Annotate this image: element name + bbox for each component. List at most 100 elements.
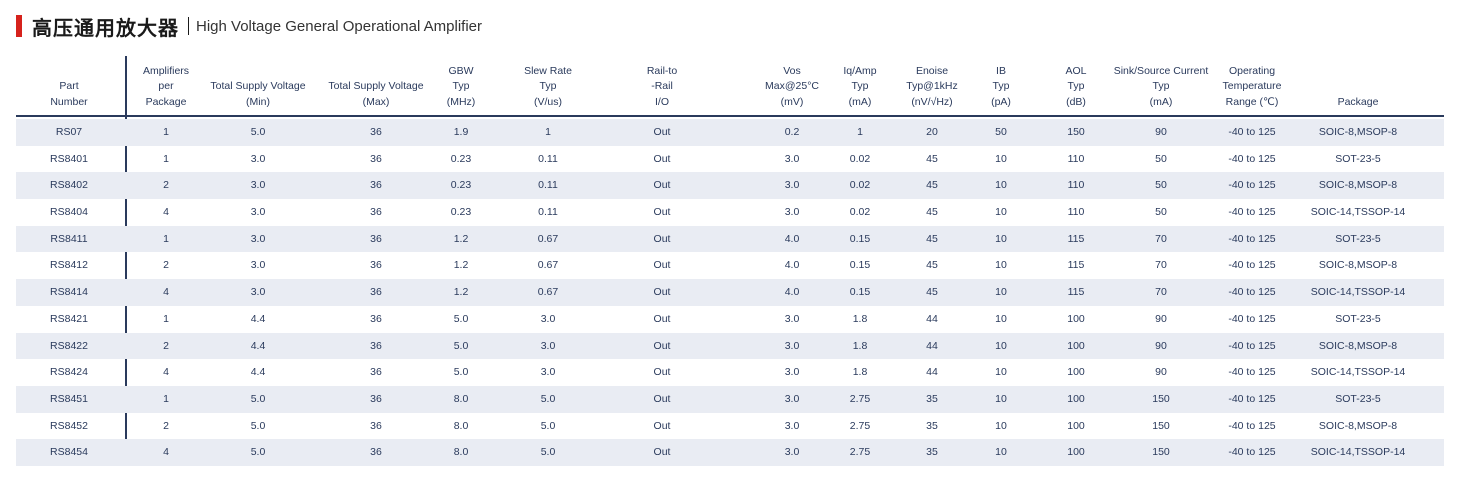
cell-vmin: 4.4	[250, 312, 266, 325]
cell-pkg: SOIC-14,TSSOP-14	[1310, 286, 1406, 299]
table-row: RS8454 4 5.0 36 8.0 5.0 Out 3.0 2.75 35 10 100 150 -4…	[16, 439, 1444, 466]
cell-vos: 4.0	[784, 286, 800, 299]
cell-vos: 4.0	[784, 259, 800, 272]
cell-rail: Out	[653, 392, 671, 405]
cell-rail: Out	[653, 286, 671, 299]
cell-ib: 10	[995, 366, 1007, 379]
cell-enoise: 45	[926, 206, 938, 219]
cell-enoise: 45	[926, 286, 938, 299]
cell-part: RS8424	[50, 366, 88, 379]
cell-vos: 3.0	[784, 392, 800, 405]
cell-vos: 4.0	[784, 232, 800, 245]
cell-vos: 3.0	[784, 312, 800, 325]
cell-part: RS8401	[50, 152, 88, 165]
cell-aol: 100	[1067, 312, 1085, 325]
cell-gbw: 1.2	[453, 259, 469, 272]
column-header-line: Typ	[1067, 80, 1085, 92]
cell-rail: Out	[653, 446, 671, 459]
cell-ib: 50	[995, 126, 1007, 138]
column-header-temp: Operating Temperature Range (℃)	[1212, 56, 1292, 110]
cell-ib: 10	[995, 259, 1007, 272]
column-header-slew: Slew Rate Typ (V/us)	[508, 56, 588, 110]
column-header-line: Typ	[539, 80, 557, 92]
cell-ib: 10	[995, 312, 1007, 325]
cell-gbw: 0.23	[450, 206, 472, 219]
column-header-line: Rail-to	[646, 64, 678, 77]
column-header-gbw: GBW Typ (MHz)	[431, 56, 491, 110]
cell-vmin: 3.0	[250, 286, 266, 299]
cell-temp: -40 to 125	[1228, 206, 1276, 219]
cell-ib: 10	[995, 286, 1007, 299]
cell-part: RS8414	[50, 286, 88, 299]
cell-part: RS8402	[50, 179, 88, 192]
cell-enoise: 45	[926, 179, 938, 192]
cell-temp: -40 to 125	[1228, 259, 1276, 272]
column-header-line: Operating	[1228, 64, 1276, 77]
cell-vmax: 36	[370, 286, 382, 299]
cell-ib: 10	[995, 206, 1007, 219]
column-header-line: (mA)	[1149, 95, 1173, 108]
cell-aol: 100	[1067, 392, 1085, 405]
cell-amps: 4	[163, 206, 169, 219]
cell-aol: 115	[1067, 259, 1085, 272]
page-title: 高压通用放大器 High Voltage General Operational…	[16, 14, 482, 40]
cell-gbw: 5.0	[453, 366, 469, 379]
cell-ib: 10	[995, 152, 1007, 165]
cell-temp: -40 to 125	[1228, 286, 1276, 299]
column-header-line: Iq/Amp	[843, 64, 877, 77]
column-header-line: Typ	[1152, 80, 1170, 92]
cell-amps: 1	[163, 312, 169, 325]
cell-vmax: 36	[370, 339, 382, 352]
cell-amps: 4	[163, 286, 169, 299]
cell-rail: Out	[653, 152, 671, 165]
cell-vos: 3.0	[784, 152, 800, 165]
cell-vos: 3.0	[784, 366, 800, 379]
cell-temp: -40 to 125	[1228, 232, 1276, 245]
column-header-line: Package	[145, 95, 187, 108]
cell-pkg: SOIC-14,TSSOP-14	[1310, 446, 1406, 459]
column-header-aol: AOL Typ (dB)	[1046, 56, 1106, 110]
cell-slew: 3.0	[540, 312, 556, 325]
cell-amps: 1	[163, 232, 169, 245]
column-divider	[125, 56, 127, 466]
column-header-line: Sink/Source Current	[1113, 64, 1209, 77]
cell-vos: 0.2	[784, 126, 800, 138]
cell-iq: 1.8	[852, 339, 868, 352]
table-row: RS8421 1 4.4 36 5.0 3.0 Out 3.0 1.8 44 10 100 90 -40 …	[16, 306, 1444, 333]
title-chinese: 高压通用放大器	[32, 15, 179, 40]
cell-ib: 10	[995, 446, 1007, 459]
column-header-line: -Rail	[651, 80, 673, 92]
table-row: RS8452 2 5.0 36 8.0 5.0 Out 3.0 2.75 35 10 100 150 -4…	[16, 413, 1444, 440]
cell-slew: 0.67	[537, 286, 559, 299]
cell-rail: Out	[653, 312, 671, 325]
cell-slew: 5.0	[540, 446, 556, 459]
cell-sink: 50	[1155, 152, 1167, 165]
cell-slew: 0.67	[537, 259, 559, 272]
cell-enoise: 35	[926, 419, 938, 432]
cell-temp: -40 to 125	[1228, 179, 1276, 192]
cell-gbw: 1.2	[453, 286, 469, 299]
cell-amps: 2	[163, 419, 169, 432]
cell-iq: 0.02	[849, 152, 871, 165]
table-row: RS8422 2 4.4 36 5.0 3.0 Out 3.0 1.8 44 10 100 90 -40 …	[16, 332, 1444, 360]
cell-ib: 10	[995, 339, 1007, 352]
column-header-line: Typ@1kHz	[906, 80, 958, 92]
column-header-line: Max@25°C	[765, 80, 819, 92]
column-header-line: (mV)	[780, 95, 804, 108]
cell-rail: Out	[653, 419, 671, 432]
cell-temp: -40 to 125	[1228, 339, 1276, 352]
cell-gbw: 8.0	[453, 419, 469, 432]
cell-ib: 10	[995, 232, 1007, 245]
title-english: High Voltage General Operational Amplifi…	[196, 17, 482, 35]
cell-part: RS8452	[50, 419, 88, 432]
column-header-line: (Max)	[362, 95, 390, 108]
table-row: RS8411 1 3.0 36 1.2 0.67 Out 4.0 0.15 45 10 115 70 -4…	[16, 225, 1444, 253]
cell-pkg: SOIC-14,TSSOP-14	[1310, 206, 1406, 219]
cell-temp: -40 to 125	[1228, 392, 1276, 405]
column-header-line: (V/us)	[533, 95, 562, 108]
cell-enoise: 45	[926, 259, 938, 272]
column-header-rail: Rail-to -Rail I/O	[627, 56, 697, 110]
column-header-amps: Amplifiers per Package	[126, 56, 206, 110]
cell-iq: 2.75	[849, 446, 871, 459]
cell-vmax: 36	[370, 126, 382, 138]
